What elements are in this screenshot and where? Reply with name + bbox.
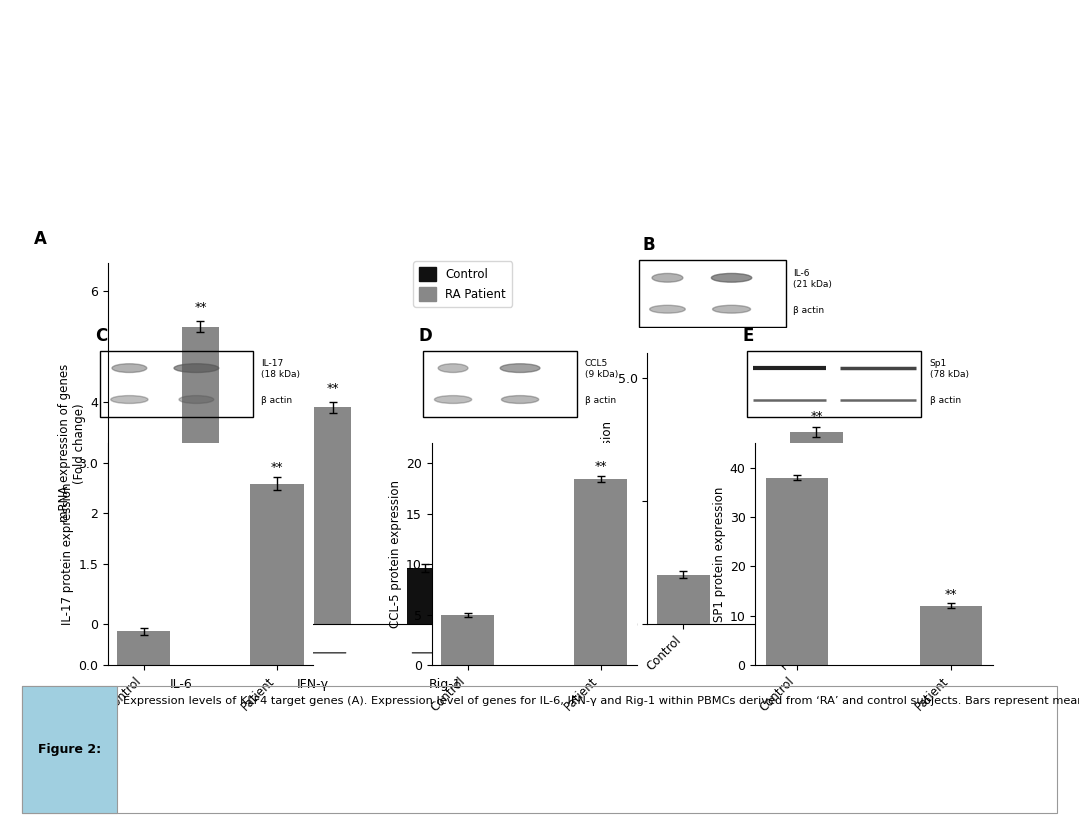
Text: Expression levels of KLF4 target genes (A). Expression level of genes for IL-6, : Expression levels of KLF4 target genes (… [123, 695, 1079, 706]
Bar [920, 606, 982, 665]
Ellipse shape [179, 396, 214, 403]
Text: C: C [95, 327, 107, 345]
Text: B: B [642, 236, 655, 255]
Ellipse shape [174, 364, 219, 373]
Ellipse shape [652, 273, 683, 282]
Y-axis label: SP1 protein expression: SP1 protein expression [712, 487, 725, 621]
Ellipse shape [712, 305, 751, 313]
Bar [250, 484, 303, 665]
Text: **: ** [194, 301, 207, 314]
Text: Figure 2:: Figure 2: [38, 743, 100, 755]
Y-axis label: CCL-5 protein expression: CCL-5 protein expression [388, 480, 401, 628]
Bar [314, 407, 352, 624]
Text: IL-17
(18 kDa): IL-17 (18 kDa) [261, 359, 300, 379]
Bar [441, 615, 494, 665]
Text: Sp1
(78 kDa): Sp1 (78 kDa) [930, 359, 969, 379]
Y-axis label: IL-6 protein expression: IL-6 protein expression [601, 421, 614, 556]
Bar [790, 432, 843, 624]
Text: **: ** [271, 461, 283, 475]
Bar [182, 327, 219, 624]
Text: **: ** [327, 382, 339, 395]
Ellipse shape [438, 364, 468, 373]
Bar [274, 568, 312, 624]
Bar [766, 478, 828, 665]
Ellipse shape [711, 273, 752, 282]
Legend: Control, RA Patient: Control, RA Patient [413, 261, 513, 306]
Bar [118, 631, 170, 665]
Text: CCL5
(9 kDa): CCL5 (9 kDa) [585, 359, 618, 379]
Ellipse shape [435, 396, 472, 403]
FancyBboxPatch shape [22, 686, 117, 813]
Text: D: D [419, 327, 433, 345]
Text: E: E [742, 327, 754, 345]
Ellipse shape [111, 396, 148, 403]
Ellipse shape [112, 364, 147, 373]
Bar [574, 479, 627, 665]
Bar [447, 474, 483, 624]
Y-axis label: IL-17 protein expression: IL-17 protein expression [62, 483, 74, 626]
Text: Rig-1: Rig-1 [428, 678, 462, 691]
Ellipse shape [502, 396, 538, 403]
Bar [657, 575, 710, 624]
Ellipse shape [650, 305, 685, 313]
Text: **: ** [459, 449, 472, 461]
Text: IFN-γ: IFN-γ [297, 678, 329, 691]
Bar [142, 568, 179, 624]
Y-axis label: mRNA expression of genes
(Fold change): mRNA expression of genes (Fold change) [58, 365, 86, 522]
Text: β actin: β actin [793, 305, 824, 314]
Text: β actin: β actin [261, 396, 292, 405]
Text: **: ** [595, 460, 606, 473]
Text: IL-6
(21 kDa): IL-6 (21 kDa) [793, 268, 832, 289]
Text: β actin: β actin [585, 396, 616, 405]
Bar [407, 568, 443, 624]
Text: **: ** [945, 588, 957, 601]
Text: β actin: β actin [930, 396, 960, 405]
Text: **: ** [810, 410, 822, 423]
Text: IL-6: IL-6 [169, 678, 192, 691]
Text: A: A [35, 230, 47, 248]
Ellipse shape [501, 364, 540, 373]
